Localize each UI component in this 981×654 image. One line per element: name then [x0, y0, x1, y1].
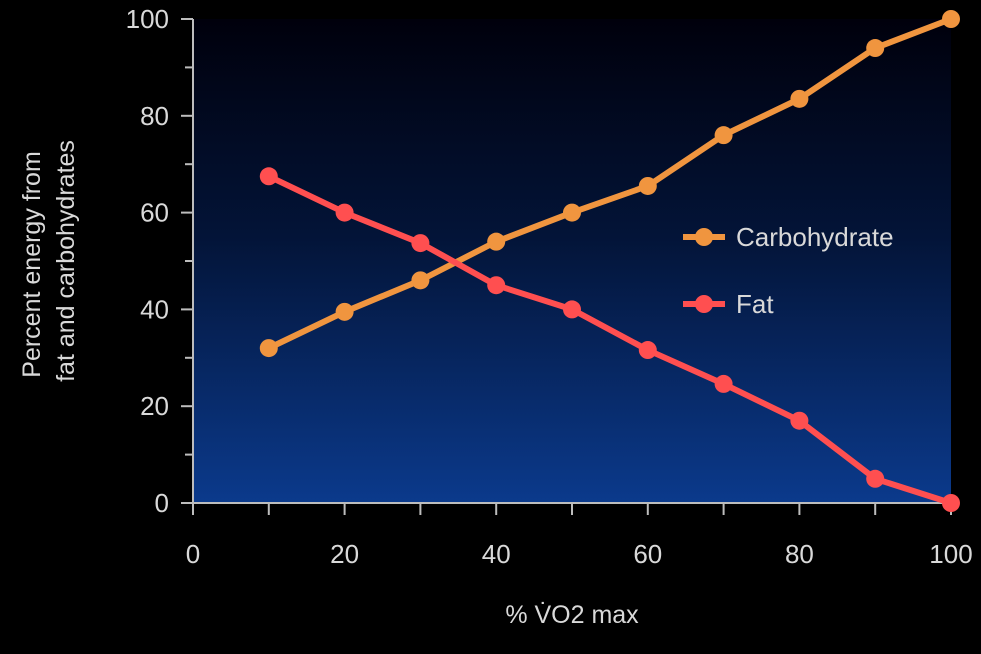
legend-fat-label: Fat [736, 289, 774, 319]
legend-carbohydrate-marker [695, 228, 713, 246]
carbohydrate-point [790, 89, 809, 108]
carbohydrate-point [638, 176, 657, 195]
x-tick-label: 20 [330, 539, 359, 569]
fat-point [714, 374, 733, 393]
legend-fat-marker [695, 295, 713, 313]
x-axis-label: % V̇O2 max [505, 600, 639, 629]
legend-carbohydrate-label: Carbohydrate [736, 222, 894, 252]
carbohydrate-point [563, 203, 581, 222]
carbohydrate-point [866, 39, 885, 58]
plot-area [193, 19, 951, 503]
y-tick-label: 100 [126, 4, 169, 34]
x-tick-label: 100 [929, 539, 972, 569]
fat-point [866, 469, 885, 488]
y-tick-label: 0 [155, 488, 169, 518]
fat-point [638, 341, 657, 360]
y-axis-label-line-1: Percent energy from [18, 151, 46, 378]
carbohydrate-line [267, 16, 953, 351]
x-tick-label: 80 [785, 539, 814, 569]
y-tick-label: 60 [140, 198, 169, 228]
y-axis-label-line-2: fat and carbohydrates [52, 140, 80, 382]
y-tick-label: 40 [140, 294, 169, 324]
y-tick-label: 80 [140, 101, 169, 131]
carbohydrate-point [714, 126, 733, 145]
carbohydrate-point [411, 271, 430, 290]
fat-point [411, 234, 430, 253]
carbohydrate-point [487, 232, 506, 251]
fat-point [259, 167, 278, 186]
x-tick-label: 60 [633, 539, 662, 569]
fat-point [335, 203, 354, 222]
fat-line [267, 173, 952, 506]
fat-point [563, 300, 581, 319]
fat-point [487, 276, 506, 295]
y-tick-label: 20 [140, 391, 169, 421]
x-tick-label: 0 [186, 539, 200, 569]
fat-point [942, 494, 960, 512]
carbohydrate-point [335, 302, 354, 321]
carbohydrate-point [259, 339, 278, 358]
fat-point [790, 411, 809, 430]
carbohydrate-point [942, 10, 960, 28]
x-tick-label: 40 [482, 539, 511, 569]
y-axis-label: Percent energy from fat and carbohydrate… [18, 140, 80, 382]
